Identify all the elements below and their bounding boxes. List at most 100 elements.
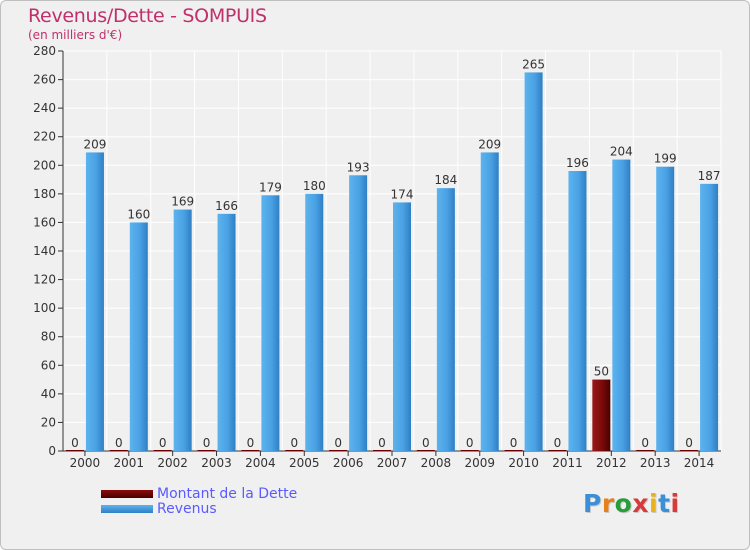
debt-bar	[329, 450, 348, 451]
y-tick-label: 200	[33, 158, 56, 172]
y-tick-label: 280	[33, 44, 56, 58]
debt-bar	[416, 450, 435, 451]
debt-bar	[504, 450, 523, 451]
revenue-value-label: 174	[391, 187, 414, 201]
revenue-value-label: 187	[698, 169, 721, 183]
axes	[58, 50, 721, 456]
x-tick-label: 2012	[596, 456, 627, 470]
debt-value-label: 0	[115, 436, 123, 450]
debt-bar	[680, 450, 699, 451]
revenue-bar	[436, 188, 455, 451]
x-tick-label: 2000	[70, 456, 101, 470]
debt-bar	[197, 450, 216, 451]
legend-label-revenus: Revenus	[157, 501, 217, 517]
x-tick-label: 2001	[114, 456, 145, 470]
revenue-value-label: 204	[610, 145, 633, 159]
debt-value-label: 0	[247, 436, 255, 450]
x-tick-label: 2005	[289, 456, 320, 470]
debt-bar	[636, 450, 655, 451]
revenue-bar	[129, 222, 148, 451]
debt-value-label: 0	[554, 436, 562, 450]
bars	[65, 72, 719, 452]
debt-value-label: 0	[422, 436, 430, 450]
revenue-bar	[612, 159, 631, 452]
x-tick-label: 2003	[201, 456, 232, 470]
y-tick-label: 140	[33, 244, 56, 258]
revenue-value-label: 166	[215, 199, 238, 213]
chart-subtitle: (en milliers d'€)	[28, 28, 123, 42]
revenue-value-label: 265	[522, 57, 545, 71]
y-tick-label: 240	[33, 101, 56, 115]
x-tick-label: 2013	[640, 456, 671, 470]
debt-value-label: 0	[203, 436, 211, 450]
debt-bar	[460, 450, 479, 451]
revenue-bar	[568, 171, 587, 451]
revenue-value-label: 196	[566, 156, 589, 170]
revenue-bar	[173, 209, 192, 451]
debt-value-label: 0	[378, 436, 386, 450]
revenue-bar	[393, 202, 411, 451]
y-tick-label: 220	[33, 130, 56, 144]
debt-value-label: 0	[641, 436, 649, 450]
y-tick-label: 120	[33, 273, 56, 287]
x-tick-label: 2009	[464, 456, 495, 470]
revenue-value-label: 209	[83, 137, 106, 151]
revenue-value-label: 209	[478, 137, 501, 151]
proxiti-logo: Proxiti	[583, 489, 680, 518]
y-tick-label: 260	[33, 73, 56, 87]
y-tick-label: 80	[41, 330, 56, 344]
y-tick-label: 40	[41, 387, 56, 401]
x-tick-label: 2004	[245, 456, 276, 470]
debt-bar	[241, 450, 260, 451]
y-tick-label: 180	[33, 187, 56, 201]
y-tick-label: 100	[33, 301, 56, 315]
revenue-value-label: 180	[303, 179, 326, 193]
legend-swatch-revenus	[101, 505, 153, 513]
x-tick-label: 2008	[421, 456, 452, 470]
debt-bar	[285, 450, 304, 451]
revenue-bar	[349, 175, 368, 452]
debt-bar	[592, 379, 611, 451]
revenue-bar	[700, 183, 719, 451]
x-tick-label: 2007	[377, 456, 408, 470]
debt-bar	[109, 450, 128, 451]
debt-bar	[65, 450, 84, 451]
revenue-bar	[305, 193, 324, 451]
x-tick-label: 2011	[552, 456, 583, 470]
revenue-bar	[261, 195, 280, 451]
revenue-bar	[656, 166, 675, 451]
y-tick-label: 160	[33, 215, 56, 229]
revenue-value-label: 184	[434, 173, 457, 187]
chart-title: Revenus/Dette - SOMPUIS	[28, 5, 267, 27]
revenue-bar	[524, 72, 543, 451]
x-tick-label: 2010	[508, 456, 539, 470]
revenue-value-label: 199	[654, 152, 677, 166]
debt-value-label: 0	[466, 436, 474, 450]
revenue-bar	[85, 152, 104, 451]
revenue-value-label: 179	[259, 180, 282, 194]
x-tick-label: 2006	[333, 456, 364, 470]
revenue-value-label: 193	[347, 160, 370, 174]
debt-bar	[373, 450, 391, 451]
legend-label-dette: Montant de la Dette	[157, 486, 298, 502]
debt-bar	[153, 450, 172, 451]
revenue-bar	[480, 152, 499, 451]
debt-value-label: 0	[159, 436, 167, 450]
debt-value-label: 0	[334, 436, 342, 450]
y-tick-label: 20	[41, 415, 56, 429]
debt-value-label: 0	[290, 436, 298, 450]
labels: 0204060801001201401601802002202402602802…	[33, 44, 720, 470]
x-tick-label: 2014	[684, 456, 715, 470]
debt-value-label: 0	[685, 436, 693, 450]
revenue-value-label: 160	[127, 207, 150, 221]
debt-value-label: 0	[71, 436, 79, 450]
debt-bar	[548, 450, 567, 451]
y-tick-label: 60	[41, 358, 56, 372]
debt-value-label: 50	[594, 365, 609, 379]
legend-swatch-dette	[101, 490, 153, 498]
revenue-bar	[217, 213, 236, 451]
revenue-value-label: 169	[171, 195, 194, 209]
debt-value-label: 0	[510, 436, 518, 450]
